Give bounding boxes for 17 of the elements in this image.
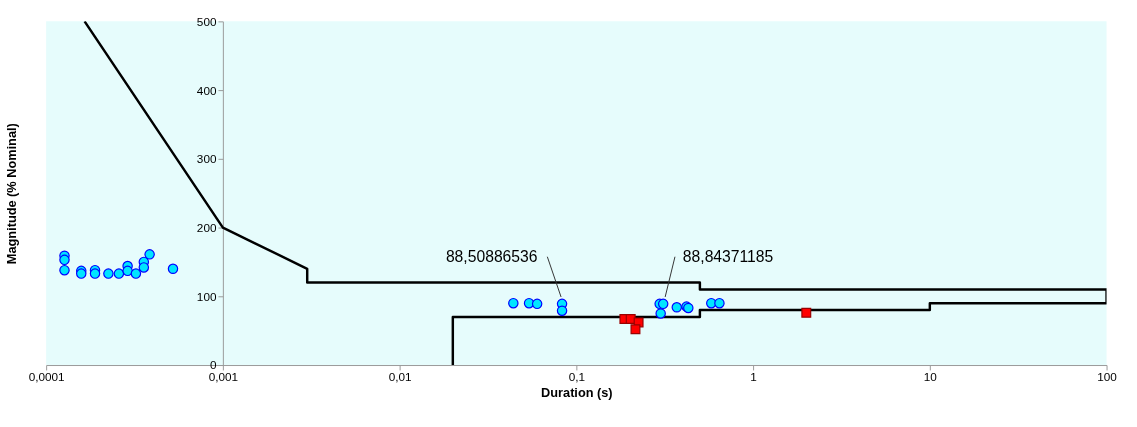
x-tick-label: 1 <box>750 370 757 384</box>
y-axis-title: Magnitude (% Nominal) <box>4 123 20 265</box>
y-tick-label: 200 <box>196 220 217 234</box>
x-axis-title: Duration (s) <box>541 384 613 400</box>
x-tick-label: 10 <box>923 370 938 384</box>
x-tick-label: 0,01 <box>388 370 412 384</box>
x-tick-label: 0,1 <box>568 370 586 384</box>
x-tick-label: 100 <box>1097 370 1118 384</box>
x-tick-label: 0,001 <box>208 370 239 384</box>
y-tick-label: 0 <box>209 358 217 372</box>
y-tick-label: 500 <box>196 14 217 28</box>
x-tick-label: 0,0001 <box>28 370 65 384</box>
y-tick-label: 300 <box>196 152 217 166</box>
y-tick-label: 100 <box>196 289 217 303</box>
y-tick-label: 400 <box>196 83 217 97</box>
annotation: 88,50886536 <box>445 247 538 265</box>
annotation: 88,84371185 <box>682 247 774 265</box>
